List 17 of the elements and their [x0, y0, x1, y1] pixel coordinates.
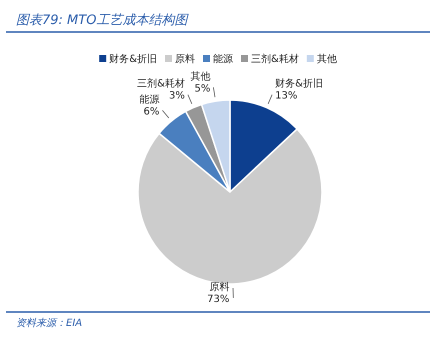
legend-label: 能源 — [213, 53, 233, 65]
slice-label: 三剂&耗材 — [137, 78, 185, 90]
text: 资料来源：EIA — [16, 317, 82, 329]
slice-label: 财务&折旧 — [275, 78, 323, 90]
legend-label: 原料 — [175, 53, 195, 65]
data-label: 73% — [207, 294, 230, 305]
data-label: 3% — [169, 90, 185, 102]
data-label: 6% — [144, 106, 160, 118]
legend-label: 三剂&耗材 — [251, 53, 299, 65]
legend-label: 其他 — [316, 53, 337, 65]
legend-label: 财务&折旧 — [109, 53, 157, 65]
data-label: 5% — [194, 83, 210, 94]
slice-label: 其他 — [190, 70, 210, 82]
data-label: 13% — [275, 90, 298, 102]
slice-label: 能源 — [139, 93, 160, 106]
slice-label: 原料 — [209, 280, 230, 293]
chart-title: 图表79: MTO工艺成本结构图 — [16, 13, 190, 28]
